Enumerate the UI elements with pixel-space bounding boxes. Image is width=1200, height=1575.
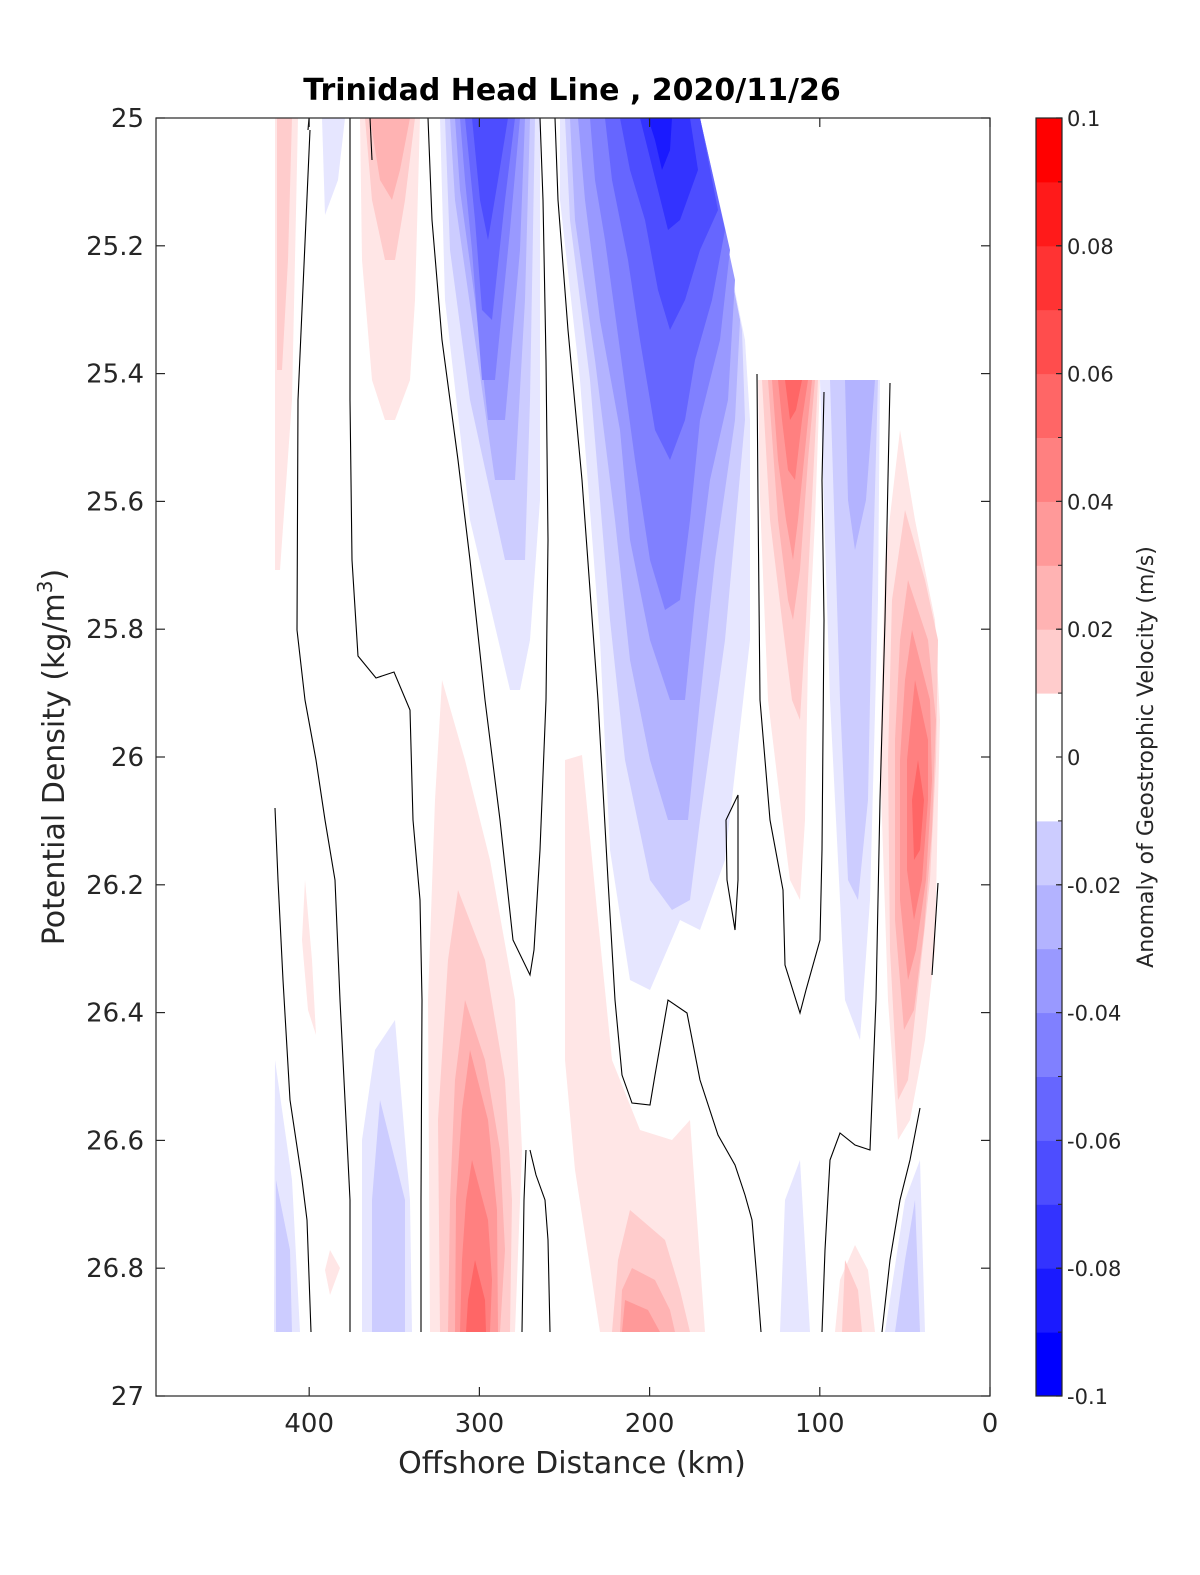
colorbar-tick-label: -0.04 [1067, 1002, 1121, 1026]
colorbar-tick-label: -0.1 [1067, 1385, 1108, 1409]
zero-contour [529, 1149, 551, 1333]
colorbar-segment [1036, 118, 1062, 183]
fill-pos-03 [842, 1260, 862, 1332]
colorbar-segment [1036, 948, 1062, 1014]
y-axis: 25 25.2 25.4 25.6 25.8 26 26.2 26.4 26.6 26.8 27 [86, 104, 990, 1412]
colorbar-segment [1036, 1268, 1062, 1333]
fill-pos-07 [912, 760, 924, 860]
y-tick-label: 26.6 [86, 1126, 144, 1156]
fill-neg-09 [648, 118, 672, 170]
zero-contour [931, 882, 939, 976]
fill-neg-03 [830, 380, 878, 900]
colorbar-tick-label: -0.06 [1067, 1129, 1121, 1153]
x-tick-label: 0 [982, 1409, 999, 1439]
colorbar-segment [1036, 437, 1062, 502]
colorbar-segment [1036, 373, 1062, 438]
fill-neg-08 [472, 118, 508, 240]
x-tick-label: 400 [284, 1409, 334, 1439]
zero-contour-lines [274, 118, 939, 1333]
colorbar-segment [1036, 884, 1062, 950]
contour-fills [274, 118, 940, 1332]
y-axis-label: Potential Density (kg/m3) [33, 569, 72, 945]
fill-pos-05 [622, 1300, 660, 1332]
fill-neg-03 [895, 1200, 920, 1332]
x-axis-label: Offshore Distance (km) [398, 1446, 746, 1481]
fill-neg-04 [845, 380, 875, 550]
fill-neg-09 [640, 118, 698, 230]
colorbar [1036, 118, 1062, 1397]
colorbar-segment [1036, 1140, 1062, 1205]
colorbar-segment [1036, 1332, 1062, 1397]
colorbar-tick-label: 0.02 [1067, 618, 1114, 642]
x-axis: 400 300 200 100 0 [284, 118, 998, 1439]
y-tick-label: 25.8 [86, 615, 144, 645]
fill-pos-07 [785, 380, 802, 420]
zero-contour [427, 118, 549, 977]
colorbar-segment [1036, 501, 1062, 566]
colorbar-tick-label: -0.08 [1067, 1257, 1121, 1281]
colorbar-ticks: 0.1 0.08 0.06 0.04 0.02 0 -0.02 -0.04 -0.06 -0.08… [1056, 107, 1121, 1409]
fill-neg-02 [780, 1160, 810, 1332]
zero-contour [756, 373, 825, 1015]
colorbar-tick-label: 0 [1067, 746, 1080, 770]
colorbar-tick-label: 0.04 [1067, 490, 1114, 514]
fill-pos-02 [302, 880, 316, 1035]
colorbar-label: Anomaly of Geostrophic Velocity (m/s) [1134, 546, 1159, 968]
zero-contour [881, 1107, 921, 1333]
x-tick-label: 200 [625, 1409, 675, 1439]
fill-neg-03 [276, 1180, 292, 1332]
fill-neg-03 [372, 1100, 405, 1332]
colorbar-segment [1036, 309, 1062, 375]
chart-title: Trinidad Head Line , 2020/11/26 [303, 73, 840, 108]
x-tick-label: 300 [455, 1409, 505, 1439]
y-tick-label: 25 [111, 104, 144, 134]
fill-pos-07 [466, 1260, 486, 1332]
y-tick-label: 26.4 [86, 999, 144, 1029]
colorbar-segment [1036, 1076, 1062, 1141]
fill-pos-02 [325, 1250, 340, 1295]
y-tick-label: 25.6 [86, 487, 144, 517]
colorbar-tick-label: 0.06 [1067, 363, 1114, 387]
colorbar-segment [1036, 1204, 1062, 1269]
fill-pos-02 [565, 755, 705, 1332]
y-tick-label: 26.2 [86, 871, 144, 901]
fill-pos-04 [370, 118, 410, 200]
fill-neg-02 [322, 118, 345, 215]
colorbar-segment [1036, 245, 1062, 311]
zero-contour [554, 118, 762, 1333]
y-tick-label: 25.2 [86, 232, 144, 262]
colorbar-tick-label: -0.02 [1067, 874, 1121, 898]
y-tick-label: 27 [111, 1382, 144, 1412]
zero-contour [296, 118, 351, 1332]
x-tick-label: 100 [795, 1409, 845, 1439]
zero-contour [369, 118, 373, 161]
colorbar-segment [1036, 629, 1062, 694]
zero-contour [821, 382, 891, 1333]
fill-pos-06 [460, 1160, 492, 1332]
zero-contour [274, 807, 312, 1333]
y-tick-label: 26.8 [86, 1254, 144, 1284]
colorbar-tick-label: 0.1 [1067, 107, 1100, 131]
colorbar-tick-label: 0.08 [1067, 235, 1114, 259]
colorbar-segment [1036, 1012, 1062, 1077]
zero-contour [725, 794, 739, 931]
zero-contour [349, 118, 423, 1332]
y-tick-label: 26 [111, 743, 144, 773]
colorbar-segment [1036, 181, 1062, 247]
zero-contour [521, 1149, 527, 1333]
fill-pos-06 [778, 380, 808, 480]
fill-pos-03 [277, 118, 292, 370]
colorbar-segment [1036, 820, 1062, 886]
y-tick-label: 25.4 [86, 360, 144, 390]
colorbar-segment [1036, 565, 1062, 630]
